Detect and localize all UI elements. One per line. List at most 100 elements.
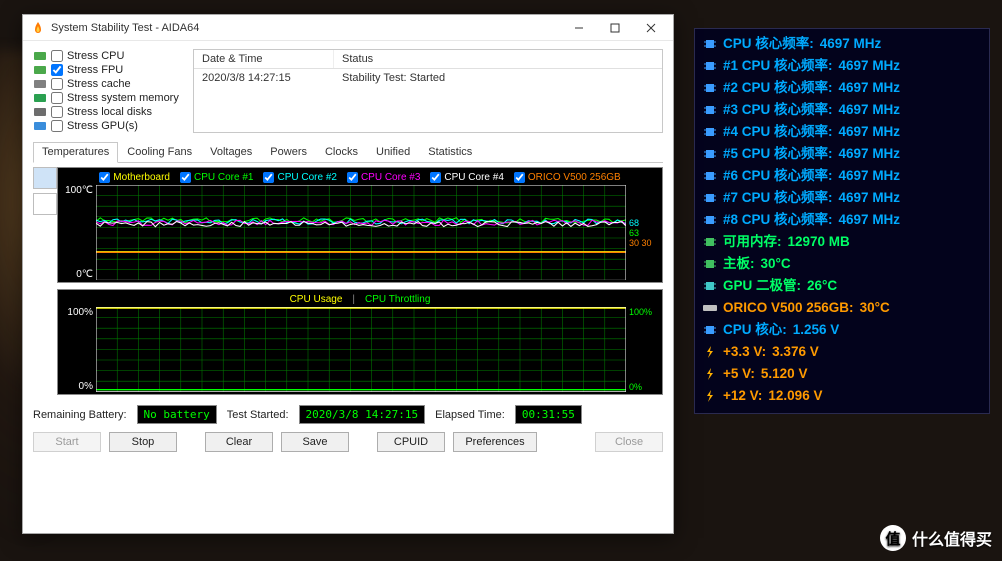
started-value: 2020/3/8 14:27:15 [299, 405, 426, 424]
clear-button[interactable]: Clear [205, 432, 273, 452]
stress-checkbox[interactable] [51, 78, 63, 90]
overlay-value: 4697 MHz [839, 143, 901, 165]
legend-label: CPU Core #3 [361, 172, 420, 183]
temp-plot [96, 185, 626, 280]
overlay-icon [703, 368, 717, 380]
legend-item[interactable]: CPU Core #1 [180, 172, 253, 183]
chart-select-1[interactable] [33, 167, 57, 189]
overlay-row-14: +3.3 V: 3.376 V [703, 341, 981, 363]
overlay-value: 1.256 V [793, 319, 840, 341]
tab-statistics[interactable]: Statistics [419, 142, 481, 163]
stop-button[interactable]: Stop [109, 432, 177, 452]
overlay-icon [703, 82, 717, 94]
stress-item-2[interactable]: Stress cache [33, 77, 183, 91]
legend-item[interactable]: CPU Core #3 [347, 172, 420, 183]
overlay-row-7: #7 CPU 核心频率: 4697 MHz [703, 187, 981, 209]
legend-item[interactable]: Motherboard [99, 172, 170, 183]
watermark: 值 什么值得买 [880, 525, 992, 551]
overlay-value: 5.120 V [761, 363, 808, 385]
cpu-usage-label: CPU Usage [290, 294, 343, 305]
overlay-icon [703, 324, 717, 336]
overlay-row-5: #5 CPU 核心频率: 4697 MHz [703, 143, 981, 165]
overlay-label: +12 V: [723, 385, 762, 407]
overlay-label: GPU 二极管: [723, 275, 801, 297]
tab-temperatures[interactable]: Temperatures [33, 142, 118, 163]
usage-y-bot: 0% [64, 381, 93, 392]
tab-clocks[interactable]: Clocks [316, 142, 367, 163]
sensor-overlay: CPU 核心频率: 4697 MHz #1 CPU 核心频率: 4697 MHz… [694, 28, 990, 414]
usage-r-bot: 0% [629, 382, 656, 392]
stress-item-5[interactable]: Stress GPU(s) [33, 119, 183, 133]
tab-cooling-fans[interactable]: Cooling Fans [118, 142, 201, 163]
tab-voltages[interactable]: Voltages [201, 142, 261, 163]
legend-item[interactable]: ORICO V500 256GB [514, 172, 621, 183]
overlay-label: #1 CPU 核心频率: [723, 55, 833, 77]
legend-checkbox[interactable] [263, 172, 274, 183]
stress-checkbox[interactable] [51, 64, 63, 76]
tab-unified[interactable]: Unified [367, 142, 419, 163]
overlay-row-12: ORICO V500 256GB: 30°C [703, 297, 981, 319]
preferences-button[interactable]: Preferences [453, 432, 537, 452]
stress-item-1[interactable]: Stress FPU [33, 63, 183, 77]
status-text: Stability Test: Started [334, 69, 662, 87]
minimize-button[interactable] [561, 16, 597, 40]
overlay-icon [703, 214, 717, 226]
titlebar[interactable]: System Stability Test - AIDA64 [23, 15, 673, 41]
overlay-label: #5 CPU 核心频率: [723, 143, 833, 165]
col-datetime: Date & Time [194, 50, 334, 68]
stress-item-4[interactable]: Stress local disks [33, 105, 183, 119]
overlay-label: #6 CPU 核心频率: [723, 165, 833, 187]
stress-checkbox[interactable] [51, 92, 63, 104]
usage-y-axis: 100% 0% [64, 307, 96, 392]
legend-item[interactable]: CPU Core #4 [430, 172, 503, 183]
close-button[interactable] [633, 16, 669, 40]
overlay-icon [703, 346, 717, 358]
overlay-row-8: #8 CPU 核心频率: 4697 MHz [703, 209, 981, 231]
overlay-value: 3.376 V [772, 341, 819, 363]
tab-powers[interactable]: Powers [261, 142, 316, 163]
legend-checkbox[interactable] [430, 172, 441, 183]
legend-label: CPU Core #2 [277, 172, 336, 183]
chart-select-2[interactable] [33, 193, 57, 215]
temp-r-val: 68 [629, 218, 656, 228]
legend-checkbox[interactable] [347, 172, 358, 183]
overlay-value: 12.096 V [768, 385, 822, 407]
maximize-button[interactable] [597, 16, 633, 40]
overlay-label: #4 CPU 核心频率: [723, 121, 833, 143]
temp-right-labels: 686330 30 [626, 185, 656, 280]
overlay-label: CPU 核心频率: [723, 33, 814, 55]
overlay-icon [703, 280, 717, 292]
legend-checkbox[interactable] [514, 172, 525, 183]
overlay-icon [703, 148, 717, 160]
stress-checkbox[interactable] [51, 106, 63, 118]
stress-checkbox[interactable] [51, 120, 63, 132]
start-button[interactable]: Start [33, 432, 101, 452]
overlay-label: #3 CPU 核心频率: [723, 99, 833, 121]
legend-checkbox[interactable] [99, 172, 110, 183]
close-dialog-button[interactable]: Close [595, 432, 663, 452]
stress-label: Stress GPU(s) [67, 120, 138, 132]
usage-y-top: 100% [64, 307, 93, 318]
overlay-label: ORICO V500 256GB: [723, 297, 854, 319]
overlay-row-4: #4 CPU 核心频率: 4697 MHz [703, 121, 981, 143]
overlay-value: 4697 MHz [839, 209, 901, 231]
cpuid-button[interactable]: CPUID [377, 432, 445, 452]
overlay-icon [703, 60, 717, 72]
status-row: 2020/3/8 14:27:15 Stability Test: Starte… [194, 69, 662, 87]
legend-sep: | [352, 294, 355, 305]
legend-label: ORICO V500 256GB [528, 172, 621, 183]
overlay-row-13: CPU 核心: 1.256 V [703, 319, 981, 341]
overlay-value: 4697 MHz [839, 77, 901, 99]
legend-item[interactable]: CPU Core #2 [263, 172, 336, 183]
overlay-row-10: 主板: 30°C [703, 253, 981, 275]
stress-item-3[interactable]: Stress system memory [33, 91, 183, 105]
device-icon [33, 92, 47, 104]
overlay-row-3: #3 CPU 核心频率: 4697 MHz [703, 99, 981, 121]
overlay-label: 主板: [723, 253, 755, 275]
save-button[interactable]: Save [281, 432, 349, 452]
device-icon [33, 120, 47, 132]
legend-checkbox[interactable] [180, 172, 191, 183]
stress-item-0[interactable]: Stress CPU [33, 49, 183, 63]
chart-selector-bar [33, 167, 57, 395]
stress-checkbox[interactable] [51, 50, 63, 62]
